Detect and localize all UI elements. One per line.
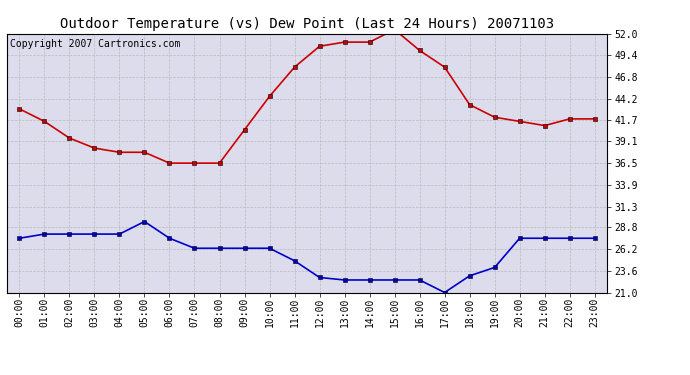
Text: Copyright 2007 Cartronics.com: Copyright 2007 Cartronics.com — [10, 39, 180, 49]
Title: Outdoor Temperature (vs) Dew Point (Last 24 Hours) 20071103: Outdoor Temperature (vs) Dew Point (Last… — [60, 17, 554, 31]
